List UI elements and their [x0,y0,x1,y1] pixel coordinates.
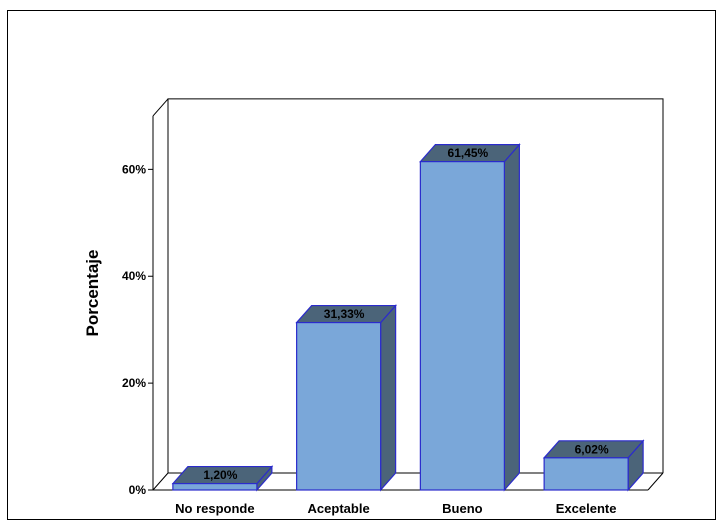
y-tick-label: 40% [122,269,146,283]
y-tick-label: 0% [129,483,147,497]
wall-top-edge [152,98,169,117]
data-label: 31,33% [324,307,365,321]
labels: 1,20% No responde 31,33% Aceptable 61,45% Bue… [175,146,616,516]
category-label: Bueno [442,501,483,516]
bar-front [172,482,258,491]
bar [171,465,274,492]
axes [152,98,664,491]
back-wall [152,98,664,491]
bar-front [419,161,505,491]
y-tick-label: 20% [122,376,146,390]
y-tick-label: 60% [122,162,146,176]
floor-right-edge [647,472,664,491]
bar-side [380,303,397,492]
bar-front [296,321,382,491]
bar [419,143,521,492]
bar-chart: 0% 20% 40% 60% 1,20% No responde 31,33% Acepta… [83,98,664,516]
category-label: No responde [175,501,254,516]
chart-frame: 0% 20% 40% 60% 1,20% No responde 31,33% Acepta… [7,10,716,520]
category-label: Aceptable [308,501,370,516]
y-ticks: 0% 20% 40% 60% [122,162,153,497]
bar-front [543,457,629,491]
bar-side [503,143,520,492]
bars [171,143,645,492]
category-label: Excelente [556,501,617,516]
y-axis-title: Porcentaje [83,250,102,337]
data-label: 61,45% [448,146,489,160]
bar [295,303,397,492]
data-label: 6,02% [575,442,609,456]
bar [542,439,645,492]
data-label: 1,20% [203,468,237,482]
